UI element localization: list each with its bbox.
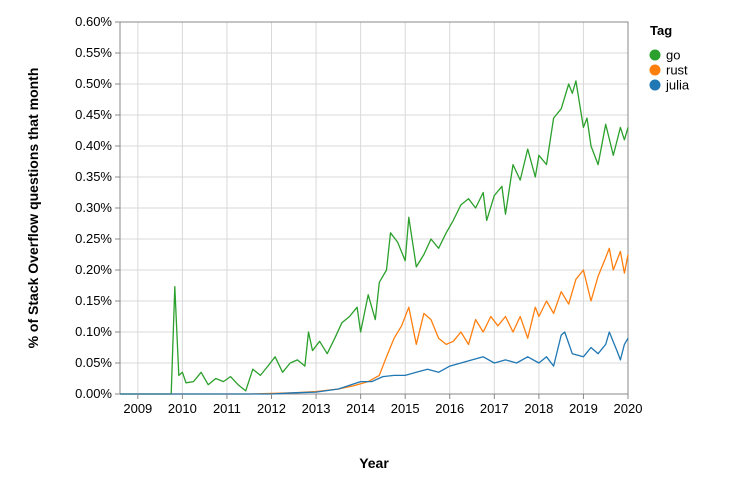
y-tick-label: 0.40% bbox=[75, 138, 112, 153]
y-tick-label: 0.20% bbox=[75, 262, 112, 277]
y-tick-label: 0.60% bbox=[75, 14, 112, 29]
series-line-julia bbox=[120, 331, 629, 395]
y-tick-label: 0.05% bbox=[75, 355, 112, 370]
x-tick-label: 2011 bbox=[213, 401, 241, 416]
y-axis: 0.00% 0.05% 0.10% 0.15% 0.20% 0.25% 0.30% 0.35%… bbox=[75, 14, 120, 401]
x-axis: 2009 2010 2011 2012 2013 2014 2015 2016 2017 2018… bbox=[123, 394, 642, 416]
y-tick-label: 0.25% bbox=[75, 231, 112, 246]
legend-label-go: go bbox=[666, 48, 680, 63]
y-tick-label: 0.30% bbox=[75, 200, 112, 215]
y-tick-label: 0.55% bbox=[75, 45, 112, 60]
legend-swatch-julia bbox=[649, 79, 661, 91]
legend-label-julia: julia bbox=[665, 78, 690, 93]
series-lines bbox=[120, 80, 629, 395]
x-axis-title: Year bbox=[359, 455, 389, 471]
legend-label-rust: rust bbox=[666, 63, 688, 78]
legend-title: Tag bbox=[650, 23, 672, 38]
legend-swatch-go bbox=[649, 49, 661, 61]
x-tick-label: 2012 bbox=[257, 401, 286, 416]
y-tick-label: 0.35% bbox=[75, 169, 112, 184]
x-tick-label: 2016 bbox=[435, 401, 464, 416]
x-tick-label: 2020 bbox=[614, 401, 643, 416]
x-tick-label: 2019 bbox=[569, 401, 598, 416]
x-tick-label: 2015 bbox=[391, 401, 420, 416]
x-tick-label: 2010 bbox=[168, 401, 197, 416]
y-axis-title: % of Stack Overflow questions that month bbox=[25, 68, 41, 349]
legend-swatch-rust bbox=[649, 64, 661, 76]
y-tick-label: 0.45% bbox=[75, 107, 112, 122]
y-tick-label: 0.50% bbox=[75, 76, 112, 91]
y-tick-label: 0.15% bbox=[75, 293, 112, 308]
x-tick-label: 2009 bbox=[123, 401, 152, 416]
y-tick-label: 0.10% bbox=[75, 324, 112, 339]
gridlines bbox=[120, 21, 628, 395]
x-tick-label: 2018 bbox=[524, 401, 553, 416]
y-tick-label: 0.00% bbox=[75, 386, 112, 401]
series-line-go bbox=[120, 80, 629, 395]
x-tick-label: 2014 bbox=[346, 401, 375, 416]
series-line-rust bbox=[120, 247, 629, 395]
x-tick-label: 2017 bbox=[480, 401, 509, 416]
x-tick-label: 2013 bbox=[302, 401, 331, 416]
